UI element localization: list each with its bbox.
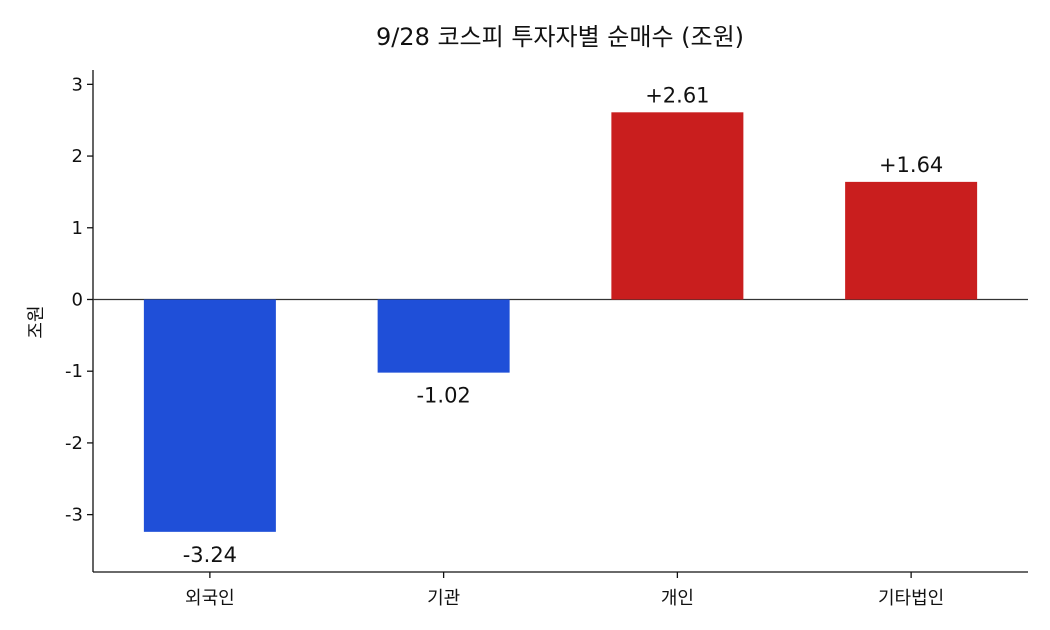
chart-title: 9/28 코스피 투자자별 순매수 (조원) xyxy=(376,23,744,51)
bar xyxy=(377,299,510,373)
x-tick-label: 외국인 xyxy=(185,588,235,609)
y-tick-label: 0 xyxy=(72,289,83,310)
y-tick-label: 2 xyxy=(72,146,83,167)
data-label: -3.24 xyxy=(183,543,237,567)
x-tick-label: 기타법인 xyxy=(878,588,944,609)
x-tick-label: 기관 xyxy=(427,588,460,609)
y-tick-label: -2 xyxy=(65,433,83,454)
data-label: -1.02 xyxy=(416,384,470,408)
plot-area: -3 -2 -1 0 1 2 3 -3.24 외국인 -1.02 기관 +2.61 개인 +1.64 기타법… xyxy=(65,70,1028,609)
data-label: +1.64 xyxy=(879,153,943,177)
y-tick-label: 3 xyxy=(72,74,83,95)
bar xyxy=(143,299,276,532)
bar xyxy=(611,112,744,300)
y-tick-label: 1 xyxy=(72,218,83,239)
y-tick-label: -1 xyxy=(65,361,83,382)
y-tick-label: -3 xyxy=(65,505,83,526)
bar xyxy=(845,181,978,300)
y-axis-label: 조원 xyxy=(26,305,47,338)
x-tick-label: 개인 xyxy=(661,588,694,609)
data-label: +2.61 xyxy=(645,83,709,107)
